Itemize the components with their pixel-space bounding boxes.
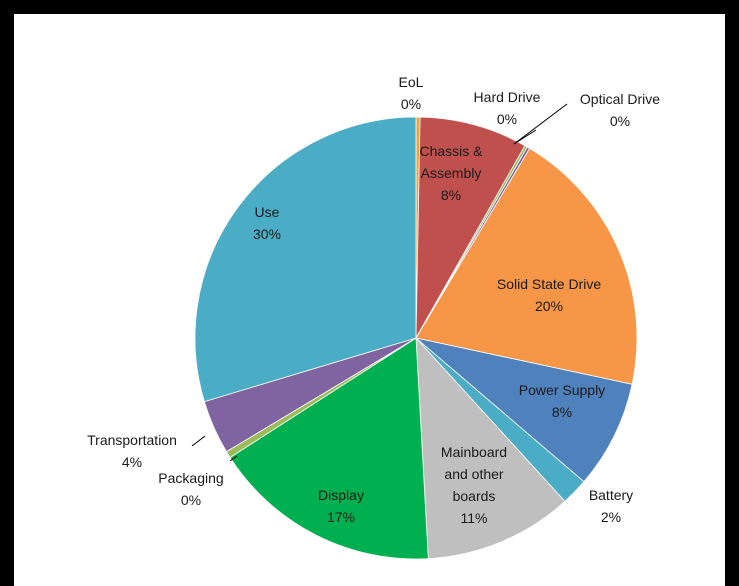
pie-chart: EoL 0% Chassis & Assembly 8% Hard Drive 0% Opti… [87,74,660,560]
leader-line [513,103,568,145]
slice-label: Chassis & Assembly 8% [419,143,483,203]
slice-label: Transportation 4% [87,432,177,470]
chart-area: EoL 0% Chassis & Assembly 8% Hard Drive 0% Opti… [14,14,725,586]
slice-label: Packaging 0% [158,470,223,508]
slice-label: Optical Drive 0% [580,91,660,129]
slice-label: Mainboard and other boards 11% [441,444,507,526]
slice-label: Use 30% [253,204,281,242]
slice-labels: EoL 0% Chassis & Assembly 8% Hard Drive 0% Opti… [87,74,660,526]
pie-slice-display [229,337,429,560]
leader-line [229,455,238,462]
pie-slice-use [194,116,417,403]
leader-line [191,435,206,447]
pie-slices [194,116,638,560]
slice-label: EoL 0% [399,74,424,112]
pie-slice-chassis-assembly [415,116,526,339]
slice-label: Solid State Drive 20% [497,276,601,314]
pie-slice-power-supply [415,337,633,483]
slice-label: Hard Drive 0% [474,89,541,127]
slice-label: Battery 2% [589,487,633,525]
slice-label: Power Supply 8% [519,382,605,420]
pie-slice-solid-state-drive [415,147,638,385]
pie-slice-mainboard-and-other-boards [415,336,566,560]
slice-label: Display 17% [318,487,364,525]
